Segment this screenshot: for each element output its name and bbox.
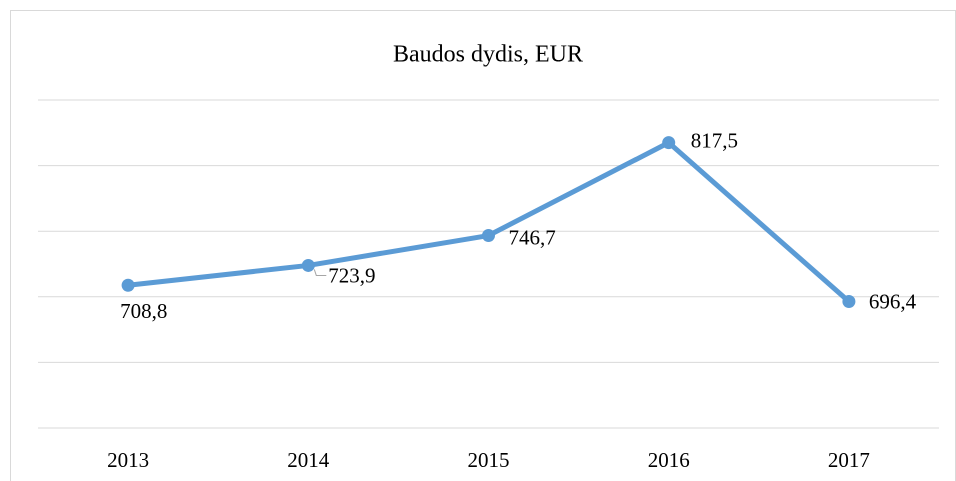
marker	[121, 278, 135, 292]
data-label: 696,4	[869, 289, 917, 313]
x-tick-label: 2015	[468, 448, 510, 472]
chart-title: Baudos dydis, EUR	[393, 42, 583, 68]
x-tick-label: 2016	[648, 448, 690, 472]
data-label: 817,5	[691, 128, 738, 152]
data-label: 723,9	[328, 263, 375, 287]
marker	[301, 258, 315, 272]
chart-frame	[10, 10, 956, 481]
leader-line	[313, 269, 327, 276]
marker	[662, 136, 676, 150]
x-tick-label: 2013	[107, 448, 149, 472]
data-label: 708,8	[120, 299, 167, 323]
marker	[842, 295, 856, 309]
data-label: 746,7	[509, 225, 556, 249]
x-tick-label: 2014	[287, 448, 330, 472]
x-tick-label: 2017	[828, 448, 870, 472]
marker	[482, 229, 495, 243]
